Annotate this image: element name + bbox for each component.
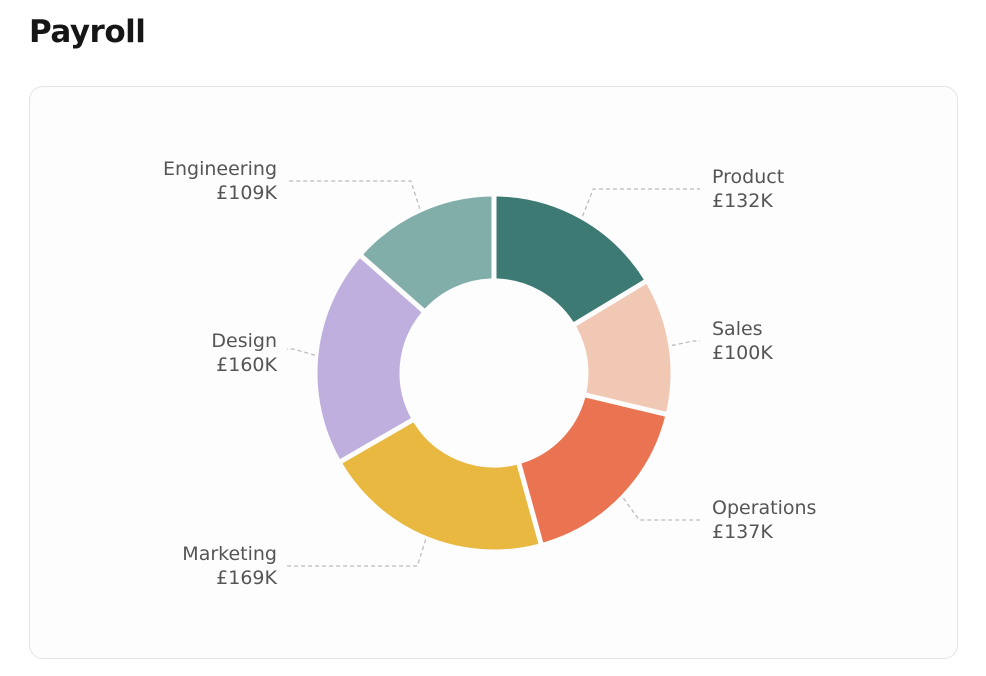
label-product-value: £132K <box>712 190 773 212</box>
label-operations-value: £137K <box>712 521 773 543</box>
leader-line-engineering <box>287 180 421 210</box>
label-engineering-name: Engineering <box>163 158 277 180</box>
label-design-name: Design <box>211 330 277 352</box>
donut-slice-operations[interactable] <box>520 396 665 543</box>
donut-slice-marketing[interactable] <box>342 421 540 550</box>
label-design: Design £160K <box>211 329 277 377</box>
leader-line-operations <box>622 497 700 521</box>
leader-line-marketing <box>287 539 427 567</box>
donut-slice-design[interactable] <box>317 258 422 460</box>
slice-separator <box>335 415 419 467</box>
label-marketing-value: £169K <box>216 567 277 589</box>
label-product-name: Product <box>712 166 785 188</box>
slice-separator <box>515 458 545 550</box>
payroll-chart-card <box>29 86 958 659</box>
donut-slice-engineering[interactable] <box>363 196 494 309</box>
slice-separator <box>568 276 652 330</box>
slice-separator <box>355 250 429 317</box>
label-engineering: Engineering £109K <box>163 157 277 205</box>
page-title: Payroll <box>29 14 146 50</box>
leader-line-sales <box>671 340 700 347</box>
label-marketing-name: Marketing <box>182 543 277 565</box>
leader-line-product <box>581 188 700 217</box>
label-product: Product £132K <box>712 165 784 213</box>
donut-slices <box>317 191 672 550</box>
label-operations: Operations £137K <box>712 496 816 544</box>
leader-lines <box>287 180 700 567</box>
donut-slice-sales[interactable] <box>576 283 671 413</box>
label-design-value: £160K <box>216 354 277 376</box>
label-sales: Sales £100K <box>712 317 773 365</box>
label-sales-value: £100K <box>712 342 773 364</box>
label-sales-name: Sales <box>712 318 763 340</box>
slice-separator <box>579 391 672 418</box>
label-engineering-value: £109K <box>216 182 277 204</box>
leader-line-design <box>287 348 316 356</box>
label-operations-name: Operations <box>712 497 817 519</box>
label-marketing: Marketing £169K <box>182 542 277 590</box>
donut-slice-product[interactable] <box>494 196 644 323</box>
